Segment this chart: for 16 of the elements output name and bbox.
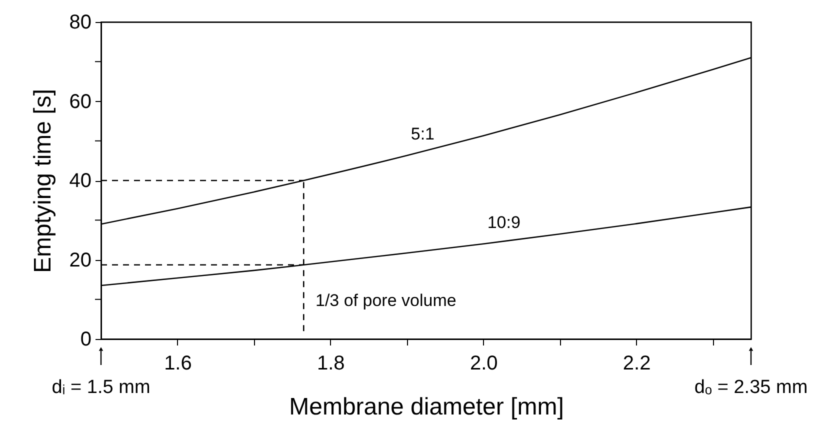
y-tick-label: 20 [69, 249, 92, 272]
y-tick-label: 0 [80, 328, 92, 350]
annotation: 1/3 of pore volume [316, 291, 456, 310]
x-tick-label: 1.6 [164, 352, 192, 374]
y-tick-label: 40 [69, 170, 92, 192]
x-tick-label: 1.8 [317, 352, 345, 374]
y-tick-label: 60 [69, 90, 92, 113]
annotation: dₒ = 2.35 mm [694, 377, 808, 398]
y-tick-label: 80 [69, 12, 92, 34]
x-axis-title: Membrane diameter [mm] [289, 394, 564, 420]
x-tick-label: 2.0 [470, 352, 498, 374]
y-axis-title: Emptying time [s] [29, 88, 56, 274]
series-label: 10:9 [487, 212, 520, 232]
annotation: dᵢ = 1.5 mm [52, 377, 150, 398]
x-tick-label: 2.2 [622, 352, 651, 374]
series-label: 5:1 [410, 124, 435, 144]
